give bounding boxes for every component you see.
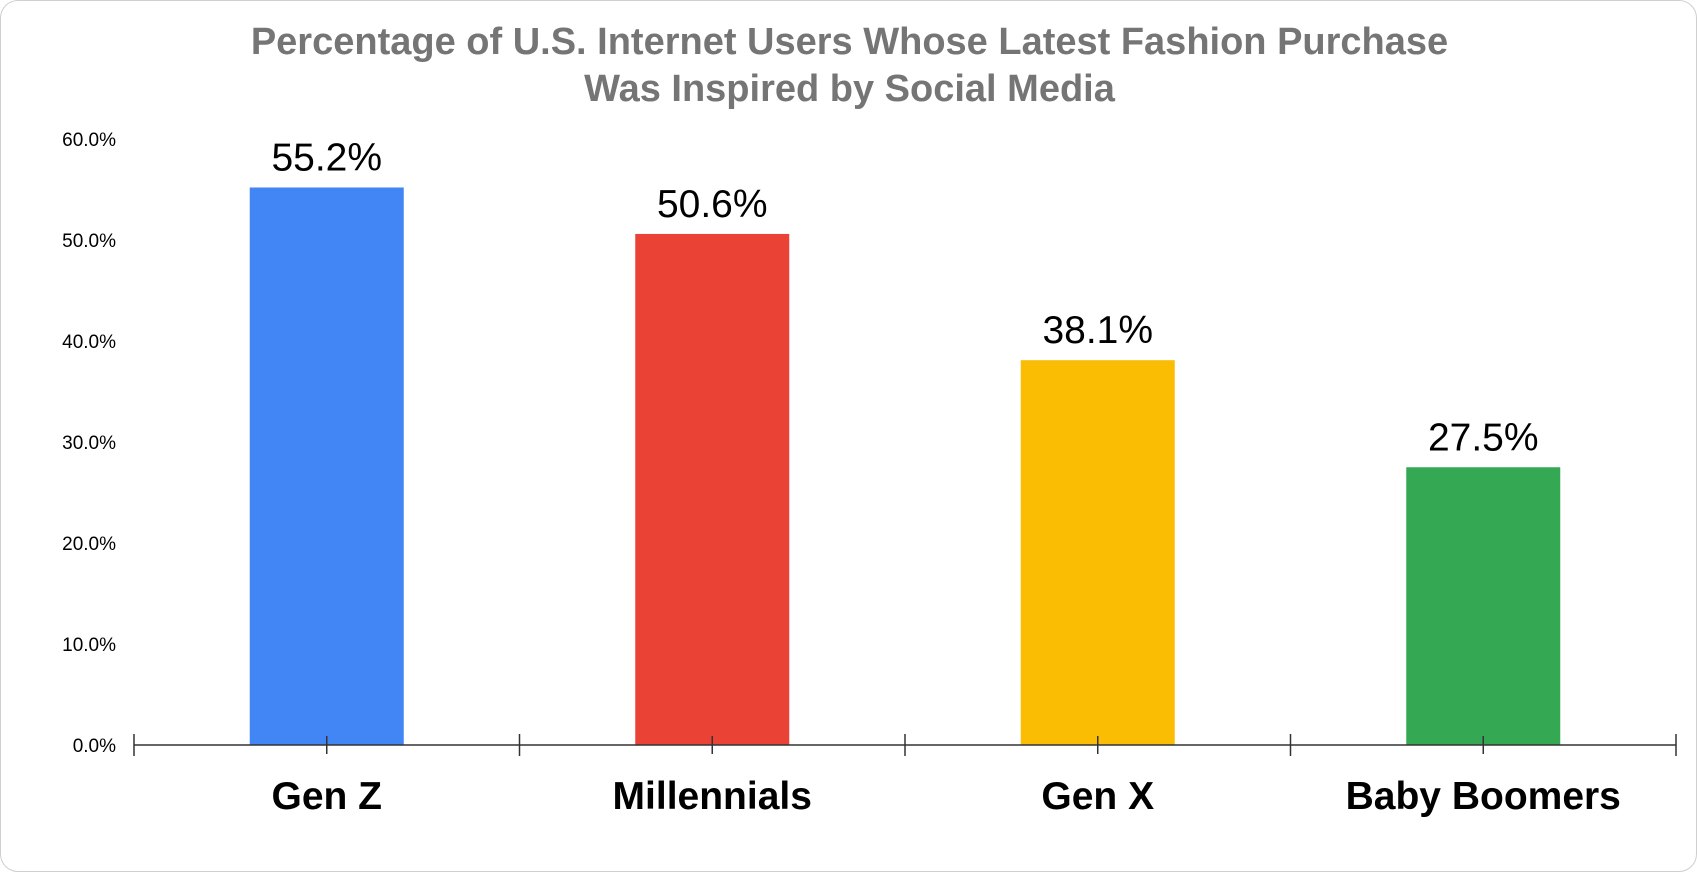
data-label: 38.1% <box>1042 309 1153 352</box>
data-label: 55.2% <box>271 136 382 179</box>
y-tick-label: 30.0% <box>62 433 116 454</box>
bar <box>249 187 404 746</box>
data-label: 50.6% <box>657 183 768 226</box>
x-tick-label: Baby Boomers <box>1346 775 1621 818</box>
chart-title-line-1: Percentage of U.S. Internet Users Whose … <box>250 21 1449 63</box>
data-label: 27.5% <box>1428 416 1539 459</box>
bar <box>1406 467 1561 745</box>
y-tick-label: 60.0% <box>62 130 116 151</box>
x-tick-label: Millennials <box>613 775 812 818</box>
bar <box>1020 360 1175 745</box>
x-tick-label: Gen Z <box>271 775 382 818</box>
y-tick-label: 50.0% <box>62 231 116 252</box>
y-tick-label: 40.0% <box>62 332 116 353</box>
bar <box>635 233 790 745</box>
y-tick-label: 20.0% <box>62 534 116 555</box>
chart-title-line-2: Was Inspired by Social Media <box>584 68 1115 110</box>
chart-title: Percentage of U.S. Internet Users Whose … <box>1 19 1696 113</box>
x-tick-label: Gen X <box>1041 775 1154 818</box>
y-tick-label: 0.0% <box>73 736 116 757</box>
y-tick-label: 10.0% <box>62 635 116 656</box>
